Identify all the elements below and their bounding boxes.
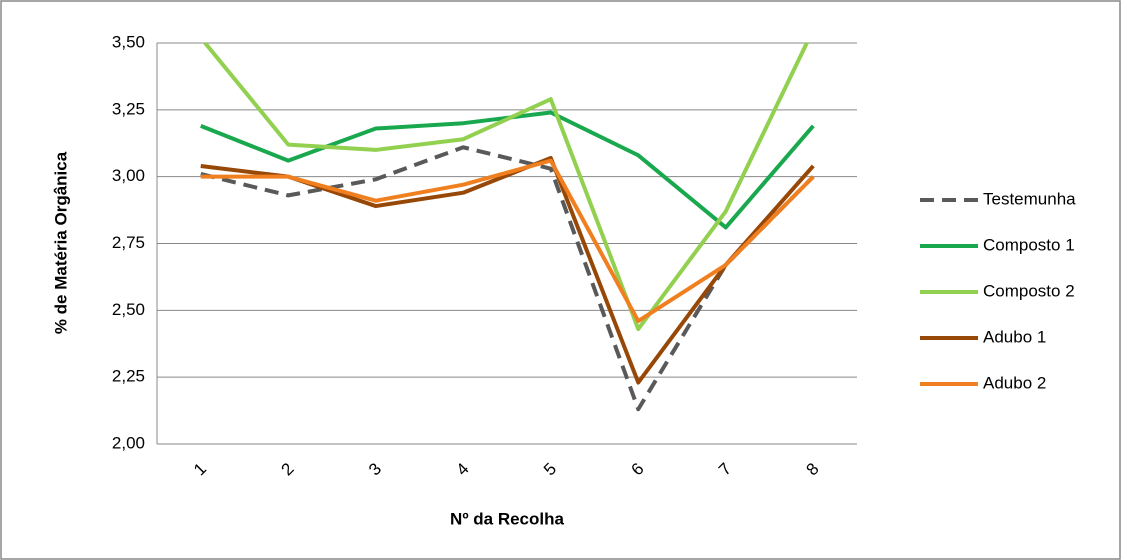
legend-label: Adubo 1 xyxy=(983,327,1046,346)
series-line xyxy=(200,158,815,324)
y-tick-label: 2,75 xyxy=(112,233,145,252)
legend-label: Adubo 2 xyxy=(983,373,1046,392)
plot-area xyxy=(200,43,815,412)
y-tick-label: 3,25 xyxy=(112,99,145,118)
y-tick-label: 2,50 xyxy=(112,300,145,319)
y-tick-label: 3,00 xyxy=(112,166,145,185)
y-tick-label: 3,50 xyxy=(112,32,145,51)
x-axis-title: Nº da Recolha xyxy=(450,509,564,528)
legend-label: Testemunha xyxy=(983,189,1076,208)
y-tick-label: 2,00 xyxy=(112,433,145,452)
y-axis-title: % de Matéria Orgânica xyxy=(51,151,70,334)
series-line xyxy=(202,43,810,332)
legend-label: Composto 2 xyxy=(983,281,1075,300)
y-tick-label: 2,25 xyxy=(112,367,145,386)
legend-label: Composto 1 xyxy=(983,235,1075,254)
series-line xyxy=(200,145,815,412)
